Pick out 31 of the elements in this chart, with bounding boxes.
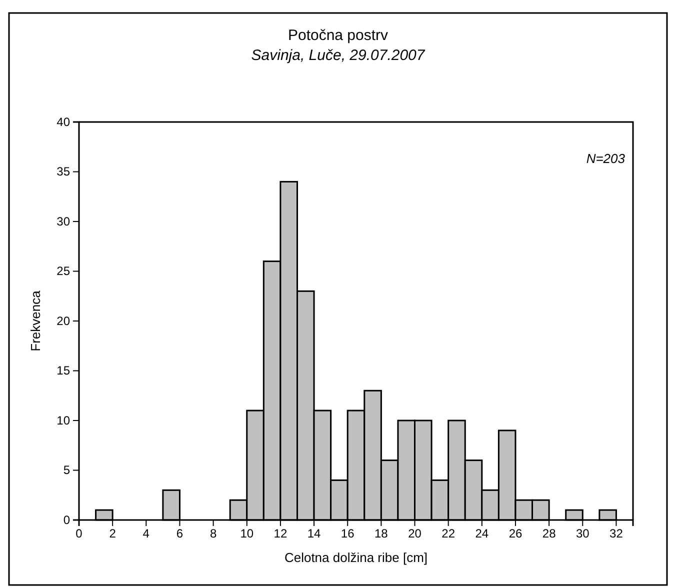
x-tick-label: 18: [374, 526, 388, 541]
x-tick-label: 32: [610, 526, 624, 541]
x-tick-label: 10: [240, 526, 254, 541]
x-tick-label: 24: [475, 526, 489, 541]
x-tick-label: 12: [274, 526, 288, 541]
x-tick-label: 16: [340, 526, 355, 541]
y-tick-label: 25: [56, 264, 70, 278]
x-tick-label: 20: [408, 526, 422, 541]
x-tick-label: 8: [210, 526, 217, 541]
x-axis-title: Celotna dolžina ribe [cm]: [284, 550, 428, 565]
x-tick-label: 30: [576, 526, 590, 541]
x-tick-label: 2: [109, 526, 116, 541]
y-tick-label: 35: [56, 164, 70, 179]
annotation: N=203: [586, 151, 626, 166]
x-tick-label: 26: [508, 526, 522, 541]
y-tick-label: 10: [56, 413, 70, 428]
y-tick-label: 40: [56, 114, 70, 129]
x-tick-label: 6: [176, 526, 184, 541]
x-tick-label: 22: [442, 526, 456, 541]
y-axis-title: Frekvenca: [28, 290, 43, 352]
x-tick-label: 14: [307, 526, 322, 541]
chart-title: Potočna postrv: [288, 27, 389, 44]
x-tick-label: 4: [142, 526, 150, 541]
y-tick-label: 15: [56, 364, 70, 378]
x-tick-label: 28: [542, 526, 556, 541]
y-tick-label: 20: [56, 314, 70, 328]
y-tick-label: 30: [56, 214, 70, 228]
x-tick-label: 0: [76, 526, 83, 541]
chart-subtitle: Savinja, Luče, 29.07.2007: [251, 47, 426, 64]
y-tick-label: 5: [63, 463, 70, 478]
y-tick-label: 0: [63, 512, 70, 527]
